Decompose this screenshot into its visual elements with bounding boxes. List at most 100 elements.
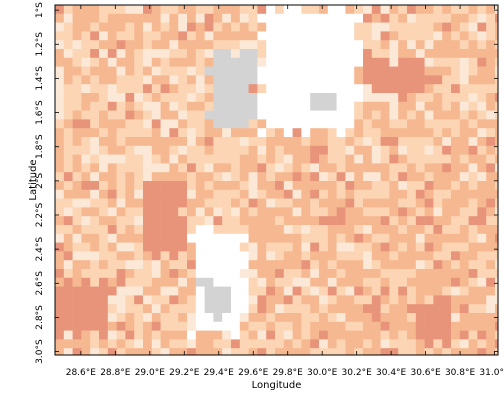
heatmap-cell-medium [169, 277, 179, 287]
heatmap-cell-light [336, 154, 346, 164]
heatmap-cell-light [160, 5, 170, 15]
heatmap-cell-water [187, 233, 197, 243]
heatmap-cell-medium [275, 260, 285, 270]
heatmap-cell-medium [415, 286, 425, 296]
heatmap-cell-water [283, 57, 293, 67]
heatmap-cell-very-light [319, 295, 329, 305]
heatmap-cell-light [363, 295, 373, 305]
heatmap-cell-light [415, 242, 425, 252]
heatmap-cell-light [239, 348, 249, 356]
heatmap-cell-medium [134, 137, 144, 147]
heatmap-cell-very-light [415, 260, 425, 270]
heatmap-cell-medium [442, 128, 452, 138]
heatmap-cell-medium [72, 181, 82, 191]
heatmap-cell-medium [301, 172, 311, 182]
heatmap-cell-light [231, 40, 241, 50]
heatmap-cell-light [63, 198, 73, 208]
heatmap-cell-dark [55, 5, 65, 15]
heatmap-cell-very-light [477, 233, 487, 243]
heatmap-cell-no-data [327, 101, 337, 111]
heatmap-cell-light [442, 348, 452, 356]
heatmap-cell-very-light [81, 154, 91, 164]
heatmap-cell-medium [72, 110, 82, 120]
heatmap-cell-light [336, 181, 346, 191]
heatmap-cell-very-light [292, 207, 302, 217]
heatmap-cell-medium [283, 145, 293, 155]
heatmap-cell-very-light [90, 137, 100, 147]
heatmap-cell-light [266, 163, 276, 173]
heatmap-cell-medium [310, 295, 320, 305]
heatmap-cell-very-light [107, 84, 117, 94]
heatmap-cell-light [222, 40, 232, 50]
x-tick-label: 29.2°E [169, 368, 200, 378]
heatmap-cell-water [345, 119, 355, 129]
heatmap-cell-light [451, 66, 461, 76]
heatmap-cell-light [134, 269, 144, 279]
heatmap-cell-medium [495, 128, 499, 138]
heatmap-cell-no-data [231, 119, 241, 129]
heatmap-cell-very-light [143, 75, 153, 85]
heatmap-cell-medium [257, 216, 267, 226]
heatmap-cell-medium [239, 321, 249, 331]
heatmap-cell-very-light [283, 181, 293, 191]
heatmap-cell-dark [63, 251, 73, 261]
heatmap-cell-medium [143, 330, 153, 340]
heatmap-cell-medium [495, 119, 499, 129]
heatmap-cell-water [275, 40, 285, 50]
heatmap-cell-very-light [143, 22, 153, 32]
heatmap-cell-medium [389, 330, 399, 340]
heatmap-cell-very-light [55, 75, 65, 85]
heatmap-cell-medium [468, 49, 478, 59]
heatmap-cell-light [486, 216, 496, 226]
heatmap-cell-light [222, 225, 232, 235]
heatmap-cell-light [283, 321, 293, 331]
heatmap-cell-medium [398, 101, 408, 111]
heatmap-cell-light [486, 84, 496, 94]
heatmap-cell-dark [72, 313, 82, 323]
heatmap-cell-very-light [55, 233, 65, 243]
heatmap-cell-dark [204, 22, 214, 32]
heatmap-cell-light [389, 13, 399, 23]
heatmap-cell-medium [459, 295, 469, 305]
heatmap-cell-water [231, 286, 241, 296]
heatmap-cell-light [134, 128, 144, 138]
heatmap-cell-medium [415, 277, 425, 287]
heatmap-cell-dark [433, 295, 443, 305]
heatmap-cell-medium [477, 66, 487, 76]
heatmap-cell-dark [134, 295, 144, 305]
heatmap-cell-medium [125, 269, 135, 279]
heatmap-cell-water [239, 286, 249, 296]
heatmap-cell-water [213, 242, 223, 252]
heatmap-cell-medium [380, 198, 390, 208]
heatmap-cell-light [495, 330, 499, 340]
heatmap-cell-medium [248, 145, 258, 155]
heatmap-cell-medium [266, 137, 276, 147]
heatmap-cell-medium [486, 339, 496, 349]
heatmap-cell-medium [72, 31, 82, 41]
heatmap-cell-medium [363, 163, 373, 173]
heatmap-cell-light [222, 216, 232, 226]
heatmap-cell-light [336, 233, 346, 243]
heatmap-cell-very-light [486, 295, 496, 305]
heatmap-cell-medium [248, 128, 258, 138]
heatmap-cell-dark [63, 286, 73, 296]
heatmap-cell-very-light [81, 57, 91, 67]
heatmap-cell-very-light [345, 242, 355, 252]
heatmap-cell-very-light [204, 31, 214, 41]
heatmap-cell-light [178, 128, 188, 138]
heatmap-cell-light [90, 198, 100, 208]
heatmap-cell-no-data [222, 119, 232, 129]
heatmap-cell-no-data [310, 101, 320, 111]
heatmap-cell-light [90, 225, 100, 235]
heatmap-cell-light [99, 13, 109, 23]
heatmap-cell-medium [125, 321, 135, 331]
heatmap-cell-medium [301, 216, 311, 226]
heatmap-cell-light [257, 286, 267, 296]
heatmap-cell-very-light [380, 5, 390, 15]
heatmap-cell-water [319, 66, 329, 76]
heatmap-cell-water [195, 313, 205, 323]
heatmap-cell-very-light [143, 145, 153, 155]
heatmap-cell-water [204, 233, 214, 243]
heatmap-cell-light [424, 172, 434, 182]
heatmap-cell-water [336, 5, 346, 15]
